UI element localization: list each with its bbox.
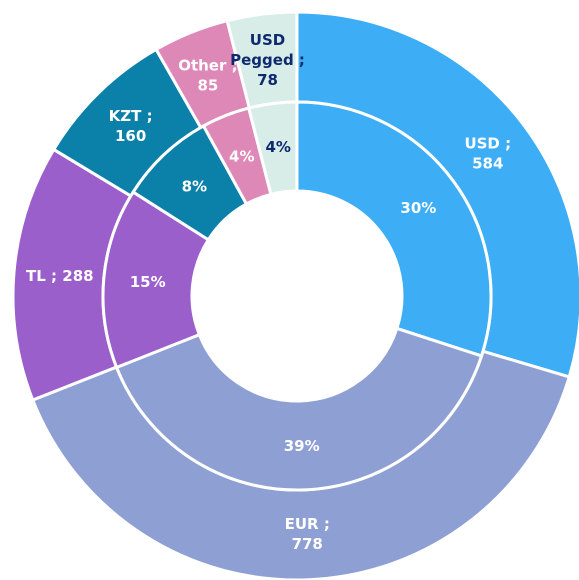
donut-slice xyxy=(246,100,299,197)
slice-label: 8% xyxy=(182,177,207,195)
slice-label: Other ; 85 xyxy=(178,56,237,94)
slice-label: 15% xyxy=(130,272,166,290)
slice-label: 4% xyxy=(265,138,290,156)
donut-slice xyxy=(295,100,493,358)
slice-label: USD Pegged ; 78 xyxy=(230,30,305,88)
slice-label: 4% xyxy=(229,147,254,165)
slice-label: USD ; 584 xyxy=(464,134,511,172)
donut-slice xyxy=(114,326,484,492)
slice-label: 30% xyxy=(400,198,436,216)
slice-label: KZT ; 160 xyxy=(109,106,153,144)
slice-label: EUR ; 778 xyxy=(285,514,330,552)
slice-label: 39% xyxy=(284,436,320,454)
slice-label: TL ; 288 xyxy=(26,267,94,285)
